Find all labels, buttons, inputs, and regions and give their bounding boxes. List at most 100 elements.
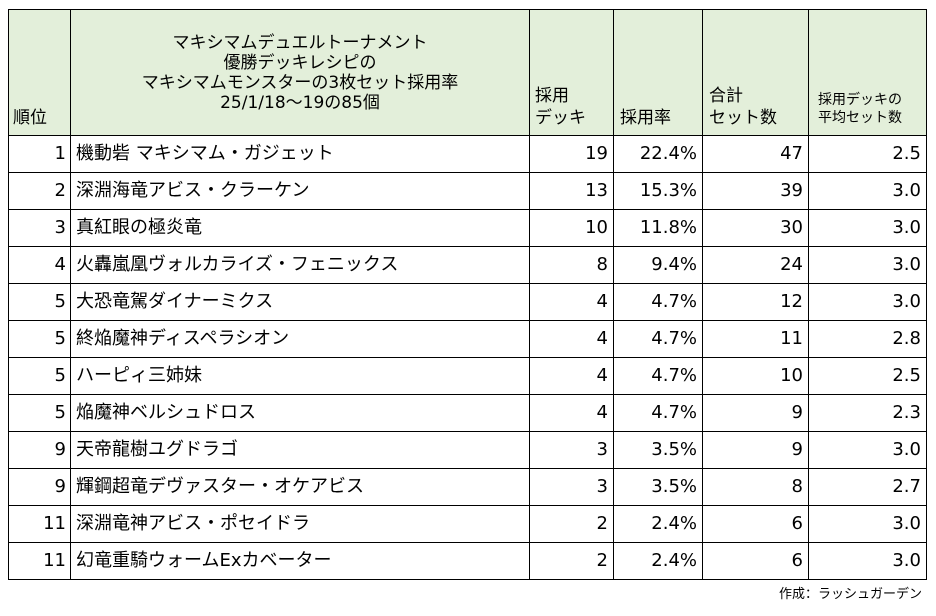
rank-cell: 11: [8, 505, 71, 543]
table-row: 5 大恐竜駕ダイナーミクス 4 4.7% 12 3.0: [8, 283, 927, 321]
rate-cell: 4.7%: [613, 394, 703, 432]
rank-cell: 4: [8, 246, 71, 284]
rank-cell: 11: [8, 542, 71, 580]
table-row: 11 深淵竜神アビス・ポセイドラ 2 2.4% 6 3.0: [8, 505, 927, 543]
monster-name-cell: 輝鋼超竜デヴァスター・オケアビス: [70, 468, 530, 506]
total-sets-cell: 6: [702, 542, 809, 580]
rank-cell: 2: [8, 172, 71, 210]
table-body: 1 機動砦 マキシマム・ガジェット 19 22.4% 47 2.5 2 深淵海竜アビス・クラー…: [8, 135, 927, 580]
rate-cell: 2.4%: [613, 505, 703, 543]
decks-cell: 8: [529, 246, 614, 284]
decks-header-line: 採用: [535, 86, 569, 106]
monster-name-cell: 天帝龍樹ユグドラゴ: [70, 431, 530, 469]
table-row: 9 輝鋼超竜デヴァスター・オケアビス 3 3.5% 8 2.7: [8, 468, 927, 506]
table-header: 順位 マキシマムデュエルトーナメント 優勝デッキレシピの マキシマムモンスターの…: [8, 9, 927, 136]
monster-name-cell: ハーピィ三姉妹: [70, 357, 530, 395]
avg-sets-header: 採用デッキの 平均セット数: [808, 9, 927, 136]
rate-cell: 4.7%: [613, 357, 703, 395]
total-sets-cell: 47: [702, 135, 809, 173]
decks-cell: 4: [529, 394, 614, 432]
table-row: 2 深淵海竜アビス・クラーケン 13 15.3% 39 3.0: [8, 172, 927, 210]
rank-cell: 9: [8, 468, 71, 506]
table-row: 5 ハーピィ三姉妹 4 4.7% 10 2.5: [8, 357, 927, 395]
rank-cell: 5: [8, 320, 71, 358]
total-sets-cell: 24: [702, 246, 809, 284]
decks-cell: 2: [529, 542, 614, 580]
total-sets-cell: 30: [702, 209, 809, 247]
total-sets-cell: 9: [702, 431, 809, 469]
avg-sets-cell: 3.0: [808, 505, 927, 543]
monster-name-cell: 深淵海竜アビス・クラーケン: [70, 172, 530, 210]
avg-sets-cell: 3.0: [808, 209, 927, 247]
total-sets-cell: 10: [702, 357, 809, 395]
total-sets-cell: 39: [702, 172, 809, 210]
avg-sets-cell: 2.3: [808, 394, 927, 432]
rate-cell: 4.7%: [613, 283, 703, 321]
rank-cell: 5: [8, 283, 71, 321]
table-row: 5 焔魔神ベルシュドロス 4 4.7% 9 2.3: [8, 394, 927, 432]
monster-name-cell: 終焔魔神ディスペラシオン: [70, 320, 530, 358]
avg-sets-cell: 2.7: [808, 468, 927, 506]
decks-cell: 2: [529, 505, 614, 543]
rank-cell: 5: [8, 357, 71, 395]
table-row: 9 天帝龍樹ユグドラゴ 3 3.5% 9 3.0: [8, 431, 927, 469]
decks-header-line: デッキ: [535, 108, 586, 128]
rank-cell: 5: [8, 394, 71, 432]
avg-sets-cell: 3.0: [808, 246, 927, 284]
title-line: 優勝デッキレシピの: [223, 52, 377, 73]
table-title-header: マキシマムデュエルトーナメント 優勝デッキレシピの マキシマムモンスターの3枚セ…: [70, 9, 530, 136]
avg-header-line: 採用デッキの: [818, 92, 902, 108]
rate-cell: 3.5%: [613, 468, 703, 506]
monster-name-cell: 機動砦 マキシマム・ガジェット: [70, 135, 530, 173]
avg-sets-cell: 2.8: [808, 320, 927, 358]
total-sets-cell: 6: [702, 505, 809, 543]
monster-name-cell: 真紅眼の極炎竜: [70, 209, 530, 247]
decks-cell: 4: [529, 283, 614, 321]
rank-cell: 1: [8, 135, 71, 173]
rate-cell: 11.8%: [613, 209, 703, 247]
decks-cell: 4: [529, 357, 614, 395]
avg-header-line: 平均セット数: [818, 110, 902, 126]
table-row: 1 機動砦 マキシマム・ガジェット 19 22.4% 47 2.5: [8, 135, 927, 173]
decks-cell: 3: [529, 431, 614, 469]
total-header-line: 合計: [709, 86, 743, 106]
total-sets-cell: 11: [702, 320, 809, 358]
total-sets-header: 合計 セット数: [702, 9, 809, 136]
rate-header: 採用率: [613, 9, 703, 136]
avg-sets-cell: 3.0: [808, 172, 927, 210]
monster-name-cell: 幻竜重騎ウォームExカベーター: [70, 542, 530, 580]
decks-cell: 4: [529, 320, 614, 358]
monster-name-cell: 火轟嵐凰ヴォルカライズ・フェニックス: [70, 246, 530, 284]
decks-cell: 19: [529, 135, 614, 173]
avg-sets-cell: 3.0: [808, 431, 927, 469]
table-row: 3 真紅眼の極炎竜 10 11.8% 30 3.0: [8, 209, 927, 247]
avg-sets-cell: 3.0: [808, 283, 927, 321]
table-row: 5 終焔魔神ディスペラシオン 4 4.7% 11 2.8: [8, 320, 927, 358]
table-row: 4 火轟嵐凰ヴォルカライズ・フェニックス 8 9.4% 24 3.0: [8, 246, 927, 284]
title-line: マキシマムモンスターの3枚セット採用率: [141, 72, 459, 93]
rate-cell: 22.4%: [613, 135, 703, 173]
rate-cell: 2.4%: [613, 542, 703, 580]
decks-cell: 3: [529, 468, 614, 506]
avg-sets-cell: 2.5: [808, 135, 927, 173]
decks-cell: 10: [529, 209, 614, 247]
rate-cell: 15.3%: [613, 172, 703, 210]
total-sets-cell: 9: [702, 394, 809, 432]
table-row: 11 幻竜重騎ウォームExカベーター 2 2.4% 6 3.0: [8, 542, 927, 580]
rank-cell: 3: [8, 209, 71, 247]
title-line: 25/1/18～19の85個: [220, 92, 380, 113]
usage-rate-table: 順位 マキシマムデュエルトーナメント 優勝デッキレシピの マキシマムモンスターの…: [8, 9, 927, 580]
rank-header: 順位: [8, 9, 71, 136]
rate-cell: 9.4%: [613, 246, 703, 284]
total-sets-cell: 8: [702, 468, 809, 506]
title-line: マキシマムデュエルトーナメント: [172, 32, 428, 53]
header-row: 順位 マキシマムデュエルトーナメント 優勝デッキレシピの マキシマムモンスターの…: [8, 9, 927, 136]
credit-footer: 作成：ラッシュガーデン: [778, 587, 922, 602]
avg-sets-cell: 3.0: [808, 542, 927, 580]
rate-cell: 3.5%: [613, 431, 703, 469]
monster-name-cell: 深淵竜神アビス・ポセイドラ: [70, 505, 530, 543]
monster-name-cell: 焔魔神ベルシュドロス: [70, 394, 530, 432]
monster-name-cell: 大恐竜駕ダイナーミクス: [70, 283, 530, 321]
total-sets-cell: 12: [702, 283, 809, 321]
decks-cell: 13: [529, 172, 614, 210]
